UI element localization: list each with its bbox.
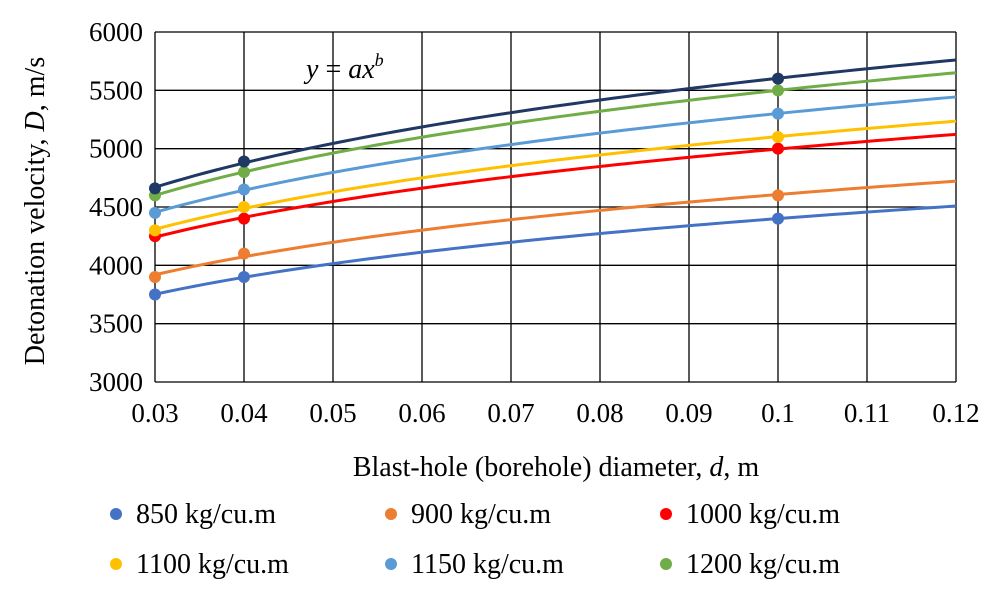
y-tick-label: 3000 [89,367,143,397]
legend-label: 900 kg/cu.m [411,499,551,530]
data-point [149,206,161,219]
legend-marker [660,558,672,570]
x-axis-title: Blast-hole (borehole) diameter, d, m [353,452,760,483]
data-points [149,72,784,301]
trend-line [154,204,957,296]
grid [154,31,957,383]
x-tick-labels: 0.03 0.04 0.05 0.06 0.07 0.08 0.09 0.1 0.11 0.12 [131,398,979,428]
x-tick-label: 0.11 [844,398,890,428]
y-tick-label: 4000 [89,250,143,280]
x-tick-label: 0.04 [220,398,268,428]
data-point [772,107,784,120]
trend-line [154,71,957,197]
x-tick-label: 0.03 [131,398,178,428]
legend-marker [660,508,672,520]
data-point [772,131,784,143]
data-point [772,142,784,155]
legend-marker [385,558,397,570]
fit-equation: y = axb [303,50,384,85]
y-axis-title: Detonation velocity, D, m/s [20,57,51,366]
y-tick-label: 3500 [89,309,143,339]
legend-label: 1150 kg/cu.m [411,549,564,580]
trend-line [154,119,957,231]
legend-marker [385,508,397,520]
x-tick-label: 0.08 [576,398,623,428]
y-tick-label: 5000 [89,134,143,164]
data-point [772,212,784,225]
trend-curves [154,58,957,296]
x-tick-label: 0.1 [761,398,795,428]
x-tick-label: 0.12 [932,398,979,428]
data-point [772,84,784,97]
legend-label: 1100 kg/cu.m [136,549,289,580]
data-point [149,271,161,283]
data-point [149,224,161,237]
y-tick-label: 5500 [89,75,143,105]
data-point [238,271,250,283]
legend-marker [110,558,122,570]
trend-line [154,95,957,214]
trend-line [154,58,957,189]
legend-label: 1000 kg/cu.m [686,499,840,530]
y-tick-label: 4500 [89,192,143,222]
legend-marker [110,508,122,520]
trend-line [154,179,957,277]
data-point [772,72,784,85]
legend-label: 1200 kg/cu.m [686,549,840,580]
legend-label: 850 kg/cu.m [136,499,276,530]
data-point [238,212,250,225]
data-point [772,189,784,202]
data-point [238,201,250,213]
x-tick-label: 0.06 [398,398,445,428]
data-point [149,288,161,301]
x-tick-label: 0.05 [309,398,356,428]
data-point [149,182,161,195]
data-point [238,166,250,178]
x-tick-label: 0.09 [665,398,712,428]
trend-line [154,132,957,239]
data-point [238,247,250,260]
data-point [238,155,250,168]
legend: 850 kg/cu.m 900 kg/cu.m 1000 kg/cu.m 1100 k… [110,499,840,580]
x-tick-label: 0.07 [487,398,534,428]
y-tick-labels: 3000 3500 4000 4500 5000 5500 6000 [89,17,143,397]
y-tick-label: 6000 [89,17,143,47]
data-point [238,183,250,196]
